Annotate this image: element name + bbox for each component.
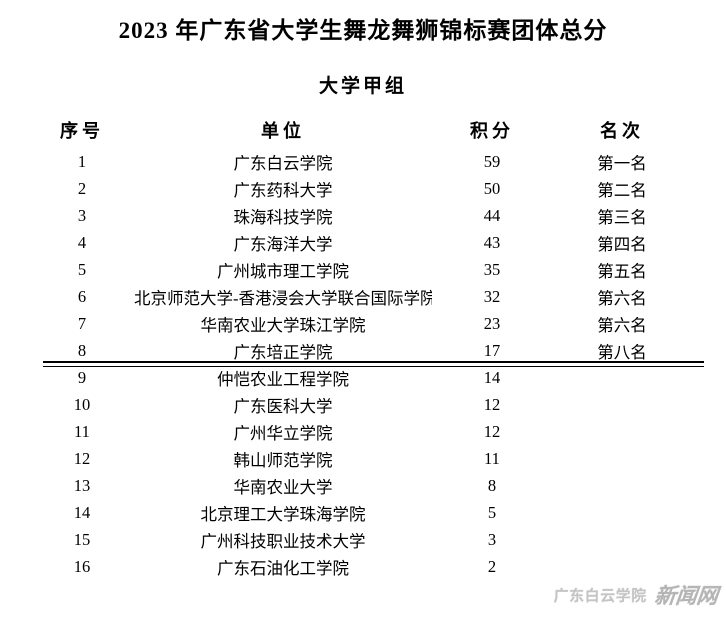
cell-number: 12 (73, 448, 91, 468)
col-header-unit: 单位 (261, 121, 305, 141)
cell-number: 3 (77, 205, 87, 225)
cell-score: 5 (487, 502, 497, 522)
cell-number: 4 (77, 232, 87, 252)
table-row: 8 广东培正学院 17 第八名 (30, 337, 692, 364)
table-row: 16 广东石油化工学院 2 (30, 553, 692, 580)
table-row: 7 华南农业大学珠江学院 23 第六名 (30, 310, 692, 337)
cell-rank: 第五名 (597, 261, 647, 281)
cell-rank (552, 526, 692, 553)
cell-rank: 第一名 (597, 153, 647, 173)
watermark-section-name: 新闻网 (653, 584, 720, 608)
table-row: 4 广东海洋大学 43 第四名 (30, 229, 692, 256)
table-row: 10 广东医科大学 12 (30, 391, 692, 418)
cell-unit: 华南农业大学 (233, 477, 333, 497)
cell-rank (552, 391, 692, 418)
cell-unit: 广东白云学院 (233, 153, 333, 173)
cell-rank: 第三名 (597, 207, 647, 227)
cell-unit: 广东培正学院 (233, 342, 333, 362)
cell-unit: 韩山师范学院 (233, 450, 333, 470)
results-table: 序号 单位 积分 名次 1 广东白云学院 59 第一名 2 广东药科大学 50 第二名 3 珠海科… (30, 112, 692, 580)
cell-unit: 广东医科大学 (233, 396, 333, 416)
cell-number: 10 (73, 394, 91, 414)
cell-score: 8 (487, 475, 497, 495)
cell-score: 17 (483, 340, 501, 360)
cell-unit: 广州城市理工学院 (217, 261, 349, 281)
cell-unit: 北京理工大学珠海学院 (200, 504, 366, 524)
cell-score: 50 (483, 178, 501, 198)
cell-rank (552, 499, 692, 526)
table-row: 6 北京师范大学-香港浸会大学联合国际学院 32 第六名 (30, 283, 692, 310)
table-row: 12 韩山师范学院 11 (30, 445, 692, 472)
cell-number: 11 (74, 421, 90, 441)
table-row: 14 北京理工大学珠海学院 5 (30, 499, 692, 526)
cell-unit: 仲恺农业工程学院 (217, 369, 349, 389)
cell-score: 44 (483, 205, 501, 225)
col-header-number: 序号 (60, 121, 104, 141)
cell-score: 11 (484, 448, 500, 468)
cell-number: 2 (77, 178, 87, 198)
table-row: 9 仲恺农业工程学院 14 (30, 364, 692, 391)
col-header-score: 积分 (470, 121, 514, 141)
table-row: 13 华南农业大学 8 (30, 472, 692, 499)
cell-number: 13 (73, 475, 91, 495)
cell-score: 2 (487, 556, 497, 576)
cell-rank: 第四名 (597, 234, 647, 254)
cell-unit: 珠海科技学院 (233, 207, 333, 227)
results-table-body: 1 广东白云学院 59 第一名 2 广东药科大学 50 第二名 3 珠海科技学院 44 第三名 4 广东海… (30, 148, 692, 580)
cell-rank: 第六名 (597, 288, 647, 308)
cell-score: 43 (483, 232, 501, 252)
cell-unit: 广东海洋大学 (233, 234, 333, 254)
table-row: 1 广东白云学院 59 第一名 (30, 148, 692, 175)
table-row: 15 广州科技职业技术大学 3 (30, 526, 692, 553)
cell-score: 12 (483, 421, 501, 441)
cell-number: 16 (73, 556, 91, 576)
table-header-row: 序号 单位 积分 名次 (30, 112, 692, 148)
section-divider-line (43, 361, 704, 367)
page-title: 2023 年广东省大学生舞龙舞狮锦标赛团体总分 (118, 18, 608, 43)
cell-unit: 广东药科大学 (233, 180, 333, 200)
table-row: 3 珠海科技学院 44 第三名 (30, 202, 692, 229)
cell-score: 14 (483, 367, 501, 387)
cell-rank (552, 364, 692, 391)
cell-unit: 华南农业大学珠江学院 (200, 315, 366, 335)
cell-rank: 第六名 (597, 315, 647, 335)
cell-unit: 广州科技职业技术大学 (200, 531, 366, 551)
cell-rank (552, 418, 692, 445)
cell-rank (552, 445, 692, 472)
cell-number: 5 (77, 259, 87, 279)
cell-unit: 广东石油化工学院 (217, 558, 349, 578)
cell-rank: 第八名 (597, 342, 647, 362)
cell-number: 6 (77, 286, 87, 306)
cell-score: 59 (483, 151, 501, 171)
cell-number: 7 (77, 313, 87, 333)
cell-unit: 广州华立学院 (233, 423, 333, 443)
col-header-rank: 名次 (600, 121, 644, 141)
watermark: 广东白云学院 新闻网 (554, 580, 720, 610)
table-row: 11 广州华立学院 12 (30, 418, 692, 445)
cell-score: 23 (483, 313, 501, 333)
group-subtitle: 大学甲组 (318, 76, 407, 97)
cell-number: 15 (73, 529, 91, 549)
cell-number: 9 (77, 367, 87, 387)
cell-number: 1 (77, 151, 87, 171)
watermark-site-name: 广东白云学院 (554, 588, 647, 605)
cell-unit: 北京师范大学-香港浸会大学联合国际学院 (134, 288, 432, 308)
table-row: 5 广州城市理工学院 35 第五名 (30, 256, 692, 283)
table-row: 2 广东药科大学 50 第二名 (30, 175, 692, 202)
cell-score: 32 (483, 286, 501, 306)
cell-rank (552, 472, 692, 499)
cell-score: 35 (483, 259, 501, 279)
cell-rank: 第二名 (597, 180, 647, 200)
cell-number: 14 (73, 502, 91, 522)
cell-number: 8 (77, 340, 87, 360)
cell-rank (552, 553, 692, 580)
cell-score: 12 (483, 394, 501, 414)
cell-score: 3 (487, 529, 497, 549)
